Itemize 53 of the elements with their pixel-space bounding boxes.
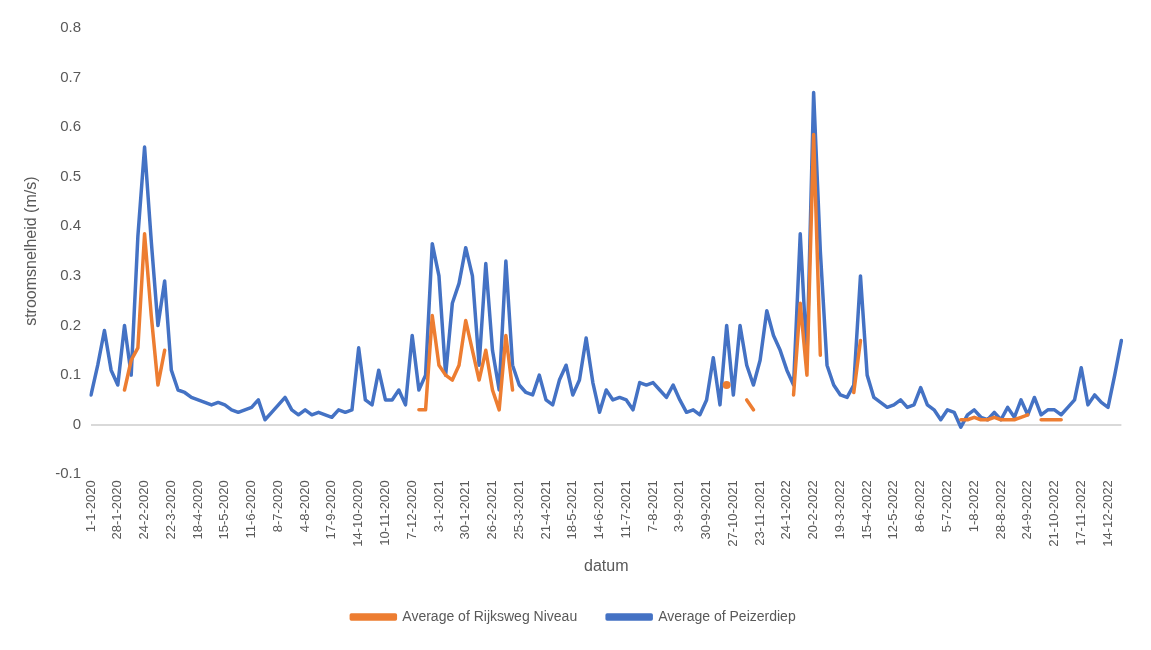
y-tick-label: 0.4 — [60, 216, 82, 234]
y-tick-label: 0.3 — [60, 266, 82, 284]
y-tick-label: 0 — [72, 414, 82, 432]
x-tick-label: 1-1-2020 — [82, 480, 98, 533]
x-tick-label: 22-3-2020 — [162, 480, 178, 540]
x-tick-label: 28-8-2022 — [992, 480, 1008, 540]
x-tick-label: 24-9-2022 — [1019, 480, 1035, 540]
y-tick-label: 0.6 — [60, 117, 82, 135]
x-tick-label: 21-10-2022 — [1046, 480, 1062, 547]
y-tick-label: 0.2 — [60, 315, 82, 333]
x-tick-label: 8-6-2022 — [912, 480, 928, 533]
x-tick-label: 11-6-2020 — [243, 480, 259, 539]
y-tick-label: 0.1 — [60, 365, 82, 383]
y-tick-label: 0.7 — [60, 67, 82, 85]
y-tick-label: 0.8 — [60, 18, 82, 36]
x-tick-label: 20-2-2022 — [805, 480, 821, 540]
legend-label: Average of Peizerdiep — [658, 607, 796, 624]
x-tick-label: 1-8-2022 — [965, 480, 981, 533]
x-tick-label: 7-8-2021 — [644, 480, 660, 533]
x-tick-label: 26-2-2021 — [484, 480, 500, 540]
x-tick-label: 18-5-2021 — [564, 480, 580, 540]
x-tick-label: 30-9-2021 — [698, 480, 714, 540]
x-tick-label: 27-10-2021 — [724, 480, 740, 547]
x-tick-label: 25-3-2021 — [510, 480, 526, 540]
x-tick-label: 24-2-2020 — [136, 480, 152, 540]
x-axis-title: datum — [583, 556, 629, 574]
x-tick-label: 11-7-2021 — [617, 480, 633, 539]
x-tick-label: 14-12-2022 — [1099, 480, 1115, 547]
x-tick-label: 17-11-2022 — [1072, 480, 1088, 546]
x-tick-label: 17-9-2020 — [323, 480, 339, 540]
x-tick-label: 19-3-2022 — [831, 480, 847, 540]
x-tick-label: 30-1-2021 — [457, 480, 473, 540]
x-tick-label: 14-6-2021 — [591, 480, 607, 540]
x-tick-label: 3-9-2021 — [671, 480, 687, 533]
x-tick-label: 10-11-2020 — [377, 480, 393, 546]
y-tick-label: 0.5 — [60, 166, 82, 184]
x-tick-label: 21-4-2021 — [537, 480, 553, 540]
x-tick-label: 8-7-2020 — [269, 480, 285, 533]
y-axis-title: stroomsnelheid (m/s) — [22, 176, 40, 326]
x-tick-label: 18-4-2020 — [189, 480, 205, 540]
y-tick-label: -0.1 — [55, 464, 82, 482]
x-tick-label: 14-10-2020 — [350, 480, 366, 547]
x-tick-label: 24-1-2022 — [778, 480, 794, 540]
x-tick-label: 3-1-2021 — [430, 480, 446, 533]
legend-label: Average of Rijksweg Niveau — [402, 607, 578, 624]
x-tick-label: 15-5-2020 — [216, 480, 232, 540]
x-tick-label: 15-4-2022 — [858, 480, 874, 540]
x-tick-label: 7-12-2020 — [403, 480, 419, 540]
x-tick-label: 4-8-2020 — [296, 480, 312, 533]
x-tick-label: 23-11-2021 — [751, 480, 767, 546]
x-tick-label: 12-5-2022 — [885, 480, 901, 540]
x-tick-label: 5-7-2022 — [939, 480, 955, 533]
x-tick-label: 28-1-2020 — [109, 480, 125, 540]
